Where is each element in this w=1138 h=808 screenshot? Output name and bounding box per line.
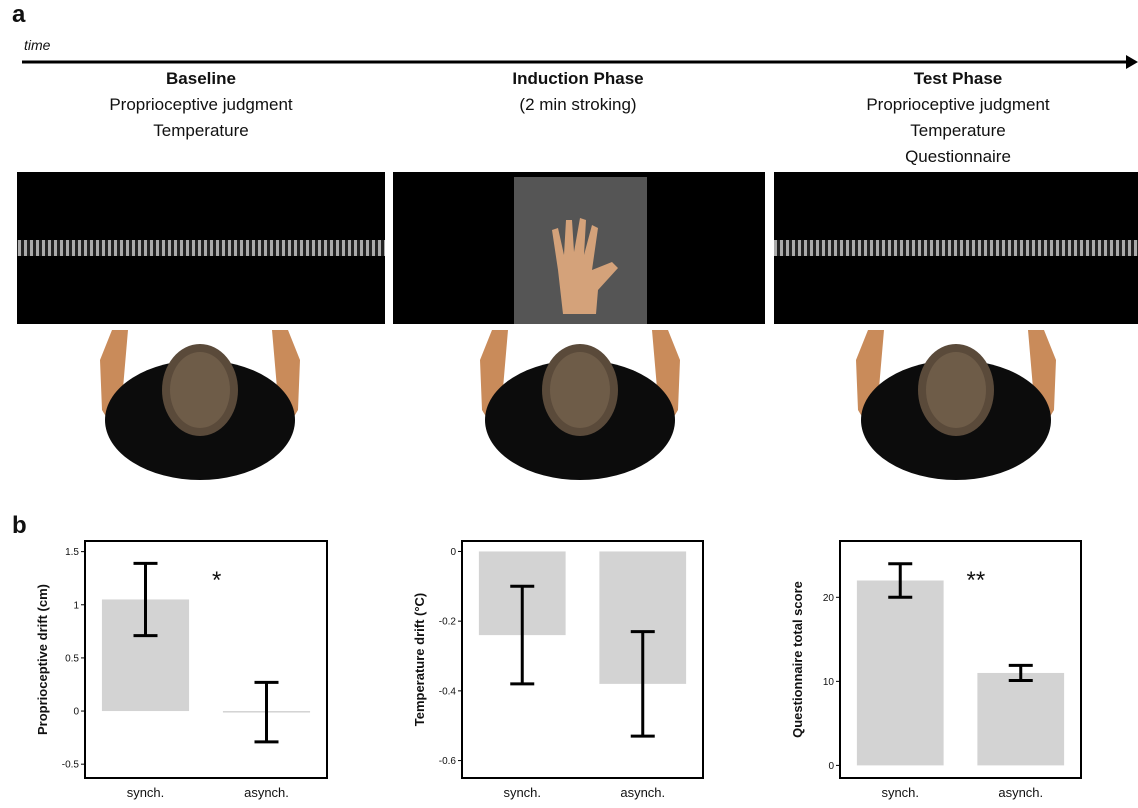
y-tick-label: 0 bbox=[73, 707, 79, 718]
y-tick-label: 0 bbox=[450, 547, 456, 558]
x-tick-label: synch. bbox=[881, 785, 919, 800]
phase-title: Test Phase bbox=[914, 69, 1003, 88]
y-axis-title: Temperature drift (°C) bbox=[412, 593, 427, 727]
phase-title: Induction Phase bbox=[512, 69, 643, 88]
phase-line: (2 min stroking) bbox=[519, 95, 636, 114]
scene-1 bbox=[17, 172, 385, 480]
y-tick-label: 0 bbox=[828, 761, 834, 772]
x-tick-label: asynch. bbox=[998, 785, 1043, 800]
phase-title: Baseline bbox=[166, 69, 236, 88]
arrow-head bbox=[1126, 55, 1138, 69]
panel-label: a bbox=[12, 1, 26, 28]
figure: a time b Baseline Proprioceptive judgment… bbox=[0, 0, 1138, 803]
y-tick-label: 0.5 bbox=[65, 653, 79, 664]
y-tick-label: -0.6 bbox=[439, 756, 457, 767]
y-tick-label: 1 bbox=[73, 600, 79, 611]
annotation: ** bbox=[967, 567, 986, 594]
y-tick-label: -0.4 bbox=[439, 686, 457, 697]
panel-label: b bbox=[12, 512, 27, 539]
scene-3 bbox=[774, 172, 1138, 480]
x-tick-label: asynch. bbox=[244, 785, 289, 800]
x-tick-label: synch. bbox=[503, 785, 541, 800]
timeline-label: time bbox=[24, 37, 51, 53]
y-tick-label: -0.5 bbox=[62, 760, 80, 771]
phase-line: Proprioceptive judgment bbox=[109, 95, 293, 114]
phase-line: Questionnaire bbox=[905, 147, 1011, 166]
y-axis-title: Proprioceptive drift (cm) bbox=[35, 584, 50, 735]
y-axis-title: Questionnaire total score bbox=[790, 581, 805, 738]
scene-2 bbox=[393, 172, 765, 480]
x-tick-label: asynch. bbox=[620, 785, 665, 800]
bar bbox=[977, 673, 1064, 765]
bar bbox=[857, 581, 944, 766]
y-tick-label: 20 bbox=[823, 593, 835, 604]
annotation: * bbox=[212, 567, 221, 594]
phase-line: Proprioceptive judgment bbox=[866, 95, 1050, 114]
x-tick-label: synch. bbox=[127, 785, 165, 800]
y-tick-label: 10 bbox=[823, 677, 835, 688]
phase-line: Temperature bbox=[153, 121, 248, 140]
y-tick-label: -0.2 bbox=[439, 617, 457, 628]
y-tick-label: 1.5 bbox=[65, 547, 79, 558]
phase-line: Temperature bbox=[910, 121, 1005, 140]
